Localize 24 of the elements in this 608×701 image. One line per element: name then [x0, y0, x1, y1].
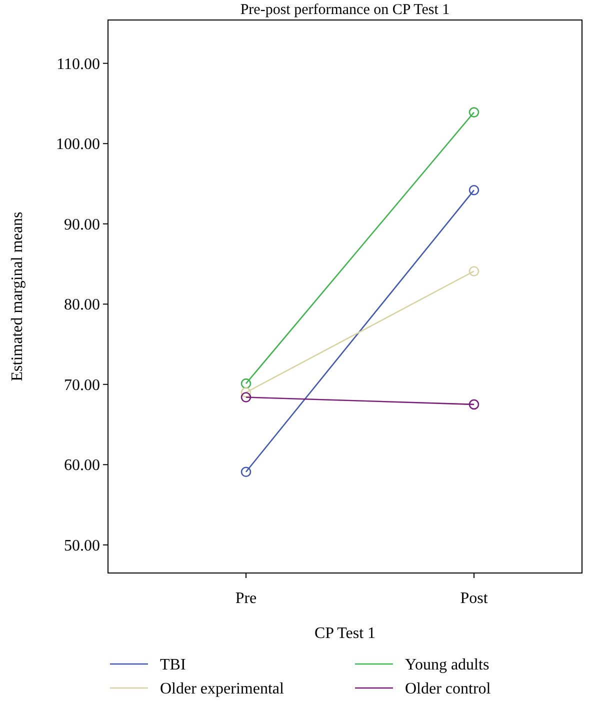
y-tick-label: 80.00: [64, 296, 100, 314]
x-tick-label: Pre: [235, 590, 257, 607]
y-axis-title: Estimated marginal means: [9, 212, 26, 382]
point: [240, 392, 252, 402]
point: [468, 266, 480, 276]
point: [240, 378, 252, 389]
point: [240, 466, 252, 478]
x-axis-title: CP Test 1: [314, 625, 376, 642]
y-tick-label: 90.00: [64, 216, 100, 234]
legend-label: Young adults: [405, 656, 490, 674]
y-tick-label: 70.00: [64, 376, 100, 394]
y-tick-label: 50.00: [64, 538, 100, 555]
point: [240, 387, 252, 398]
y-tick-label: 110.00: [56, 56, 100, 73]
point: [468, 185, 480, 196]
y-tick-label: 60.00: [64, 457, 100, 474]
point: [468, 399, 480, 410]
legend-label: TBI: [160, 656, 186, 674]
legend-label: Older control: [405, 680, 492, 698]
legend-label: Older experimental: [160, 680, 284, 698]
y-tick-label: 100.00: [56, 136, 100, 154]
x-tick-label: Post: [460, 590, 488, 607]
point: [468, 107, 480, 118]
chart-title: Pre-post performance on CP Test 1: [240, 2, 450, 18]
